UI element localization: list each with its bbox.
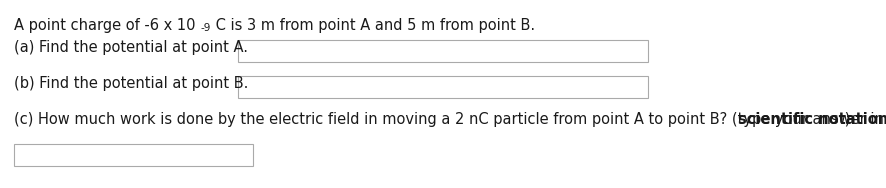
Bar xyxy=(237,40,648,62)
Text: scientific notation: scientific notation xyxy=(737,112,886,127)
Text: .): .) xyxy=(839,112,850,127)
Text: -9: -9 xyxy=(199,23,210,33)
Text: (c) How much work is done by the electric field in moving a 2 nC particle from p: (c) How much work is done by the electri… xyxy=(14,112,886,127)
Text: C is 3 m from point A and 5 m from point B.: C is 3 m from point A and 5 m from point… xyxy=(211,18,534,33)
Bar xyxy=(14,144,253,166)
Text: (b) Find the potential at point B.: (b) Find the potential at point B. xyxy=(14,76,248,91)
Text: A point charge of -6 x 10: A point charge of -6 x 10 xyxy=(14,18,195,33)
Text: (a) Find the potential at point A.: (a) Find the potential at point A. xyxy=(14,40,248,55)
Bar xyxy=(237,76,648,98)
